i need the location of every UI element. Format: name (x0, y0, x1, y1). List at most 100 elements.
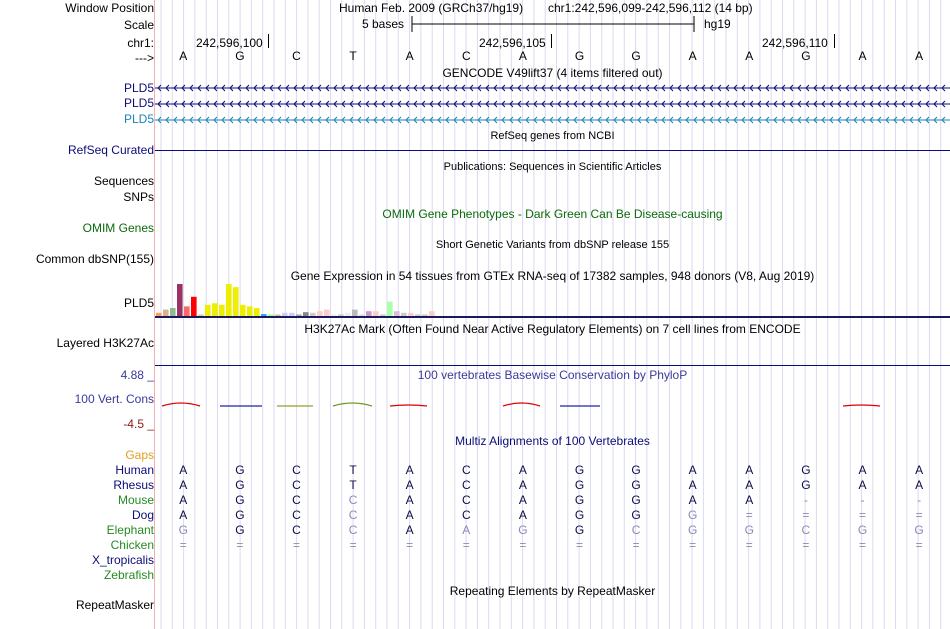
species-label[interactable]: Dog (131, 508, 154, 522)
gencode-gene-label[interactable]: PLD5 (123, 81, 154, 95)
strand-chevron (797, 116, 802, 124)
strand-chevron (629, 116, 634, 124)
aligned-base: = (236, 538, 244, 552)
strand-chevron (765, 100, 770, 108)
reference-base: G (631, 49, 641, 63)
strand-chevron (757, 116, 762, 124)
aligned-base: C (461, 508, 471, 522)
strand-chevron (813, 116, 818, 124)
strand-chevron (381, 116, 386, 124)
strand-chevron (597, 100, 602, 108)
strand-chevron (341, 100, 346, 108)
gencode-gene-label[interactable]: PLD5 (123, 96, 154, 110)
strand-chevron (741, 100, 746, 108)
strand-chevron (333, 84, 338, 92)
multiz-gaps-label[interactable]: Gaps (125, 448, 154, 462)
strand-chevron (925, 100, 930, 108)
gtex-barchart[interactable] (155, 283, 950, 320)
publications-track-title[interactable]: Publications: Sequences in Scientific Ar… (443, 161, 662, 173)
strand-chevron (925, 116, 930, 124)
refseq-track-label[interactable]: RefSeq Curated (67, 143, 154, 157)
strand-chevron (837, 116, 842, 124)
multiz-track-title[interactable]: Multiz Alignments of 100 Vertebrates (455, 434, 650, 448)
strand-chevron (493, 84, 498, 92)
omim-track-title[interactable]: OMIM Gene Phenotypes - Dark Green Can Be… (382, 207, 723, 221)
gencode-transcripts[interactable] (155, 80, 950, 128)
strand-chevron (485, 84, 490, 92)
omim-track-label[interactable]: OMIM Genes (82, 221, 154, 235)
position-readout: chr1:242,596,099-242,596,112 (14 bp) (548, 1, 753, 15)
strand-chevron (469, 116, 474, 124)
phylop-track-label[interactable]: 100 Vert. Cons (74, 392, 154, 406)
phylop-wiggle[interactable] (155, 396, 950, 412)
aligned-base: = (292, 538, 300, 552)
strand-chevron (837, 84, 842, 92)
phylop-track-title[interactable]: 100 vertebrates Basewise Conservation by… (417, 368, 688, 382)
h3k27ac-track-title[interactable]: H3K27Ac Mark (Often Found Near Active Re… (304, 322, 801, 336)
h3k27ac-track-label[interactable]: Layered H3K27Ac (56, 336, 154, 350)
strand-chevron (517, 84, 522, 92)
strand-chevron (365, 84, 370, 92)
gencode-gene-label[interactable]: PLD5 (123, 112, 154, 126)
gtex-tissue-bar (268, 314, 274, 316)
aligned-base: G (688, 523, 698, 537)
strand-chevron (733, 116, 738, 124)
strand-chevron (581, 116, 586, 124)
aligned-base: = (745, 538, 753, 552)
strand-chevron (389, 116, 394, 124)
sequences-track-label[interactable]: Sequences (93, 174, 154, 188)
strand-chevron (317, 116, 322, 124)
strand-chevron (461, 84, 466, 92)
strand-chevron (549, 116, 554, 124)
species-label[interactable]: X_tropicalis (91, 553, 154, 567)
strand-chevron (869, 100, 874, 108)
strand-chevron (253, 84, 258, 92)
repeatmasker-track-title[interactable]: Repeating Elements by RepeatMasker (449, 584, 656, 598)
aligned-base: = (689, 538, 697, 552)
refseq-gene-line[interactable] (155, 150, 950, 151)
aligned-base: A (745, 493, 754, 507)
strand-chevron (397, 116, 402, 124)
species-label[interactable]: Zebrafish (103, 568, 154, 582)
strand-chevron (389, 100, 394, 108)
strand-chevron (237, 84, 242, 92)
aligned-base: = (462, 538, 470, 552)
dbsnp-track-label[interactable]: Common dbSNP(155) (35, 252, 154, 266)
strand-chevron (525, 84, 530, 92)
species-label[interactable]: Human (115, 463, 154, 477)
aligned-base: G (857, 523, 868, 537)
strand-chevron (589, 100, 594, 108)
scale-label: Scale (123, 18, 154, 32)
strand-chevron (333, 116, 338, 124)
strand-chevron (357, 84, 362, 92)
strand-chevron (893, 100, 898, 108)
species-label[interactable]: Elephant (106, 523, 154, 537)
strand-chevron (821, 116, 826, 124)
species-label[interactable]: Chicken (110, 538, 154, 552)
repeatmasker-track-label[interactable]: RepeatMasker (75, 598, 154, 612)
snps-track-label[interactable]: SNPs (123, 190, 154, 204)
aligned-base: T (349, 463, 357, 477)
strand-chevron (653, 116, 658, 124)
strand-chevron (885, 116, 890, 124)
aligned-base: = (575, 538, 583, 552)
species-label[interactable]: Mouse (117, 493, 154, 507)
strand-chevron (181, 116, 186, 124)
phylop-min-label: -4.5 _ (123, 417, 154, 431)
aligned-base: A (405, 478, 414, 492)
gtex-tissue-bar (219, 304, 225, 316)
species-label[interactable]: Rhesus (113, 478, 154, 492)
gtex-tissue-bar (163, 309, 169, 316)
aligned-base: - (860, 493, 865, 507)
dbsnp-track-title[interactable]: Short Genetic Variants from dbSNP releas… (435, 239, 670, 251)
strand-chevron (589, 84, 594, 92)
strand-chevron (613, 100, 618, 108)
strand-chevron (565, 100, 570, 108)
strand-chevron (821, 100, 826, 108)
gtex-track-title[interactable]: Gene Expression in 54 tissues from GTEx … (290, 269, 815, 283)
strand-chevron (693, 116, 698, 124)
refseq-track-title[interactable]: RefSeq genes from NCBI (490, 130, 615, 142)
db-label: hg19 (704, 17, 731, 31)
gtex-track-label[interactable]: PLD5 (123, 296, 154, 310)
gencode-track-title[interactable]: GENCODE V49lift37 (4 items filtered out) (442, 66, 663, 80)
